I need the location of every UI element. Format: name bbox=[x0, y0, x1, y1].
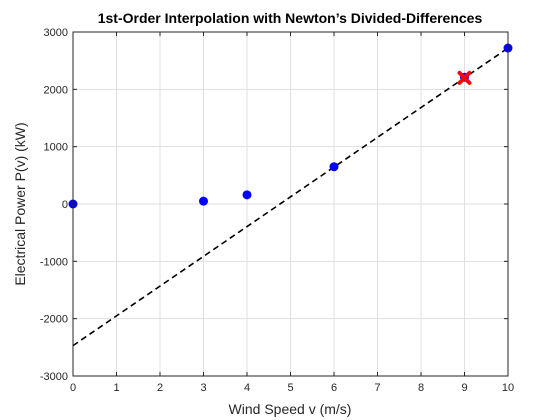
grid bbox=[73, 32, 508, 376]
x-tick-label: 0 bbox=[70, 382, 76, 394]
y-tick-label: 3000 bbox=[44, 27, 68, 39]
plot-area bbox=[68, 43, 513, 347]
y-axis-label: Electrical Power P(v) (kW) bbox=[12, 122, 28, 285]
interpolated-point-marker bbox=[457, 70, 472, 85]
x-tick-label: 1 bbox=[113, 382, 119, 394]
y-tick-label: 1000 bbox=[44, 142, 68, 154]
x-tick-label: 2 bbox=[157, 382, 163, 394]
x-tick-label: 10 bbox=[502, 382, 514, 394]
ticks: 0 1 2 3 4 5 6 7 8 9 10 -3000 -2000 -1000 0 1000 2000 3000 bbox=[40, 27, 514, 394]
y-tick-label: 0 bbox=[62, 199, 68, 211]
x-tick-label: 3 bbox=[200, 382, 206, 394]
x-tick-label: 6 bbox=[331, 382, 337, 394]
data-point bbox=[199, 196, 208, 206]
x-tick-label: 8 bbox=[418, 382, 424, 394]
data-point bbox=[329, 162, 339, 172]
y-tick-label: -2000 bbox=[40, 314, 68, 326]
x-tick-label: 7 bbox=[374, 382, 380, 394]
interpolation-line bbox=[72, 47, 509, 347]
y-tick-label: 2000 bbox=[44, 84, 68, 96]
chart-title: 1st-Order Interpolation with Newton’s Di… bbox=[98, 10, 483, 26]
marker-stroke bbox=[457, 70, 472, 85]
y-tick-label: -1000 bbox=[40, 256, 68, 268]
data-point bbox=[242, 190, 252, 200]
x-tick-label: 5 bbox=[287, 382, 293, 394]
y-tick-label: -3000 bbox=[40, 371, 68, 383]
x-axis-label: Wind Speed v (m/s) bbox=[229, 401, 352, 417]
x-tick-label: 9 bbox=[461, 382, 467, 394]
x-tick-label: 4 bbox=[244, 382, 250, 394]
